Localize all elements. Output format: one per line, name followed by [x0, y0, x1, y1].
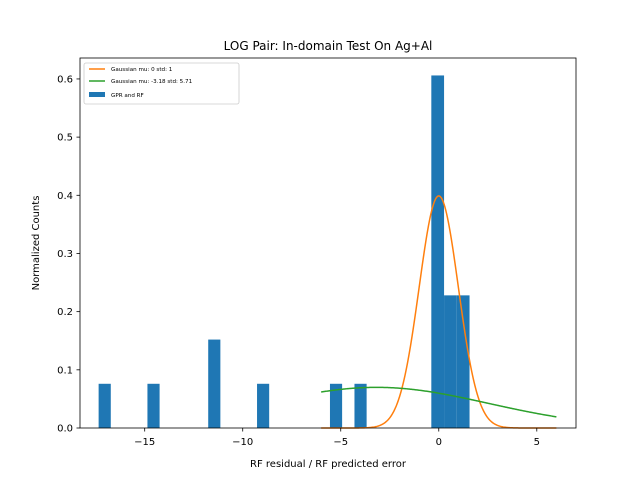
legend-box: [83, 62, 240, 105]
gaussian-curve: [321, 386, 557, 418]
x-tick-label: −5: [333, 437, 348, 448]
y-tick-label: 0.5: [57, 133, 73, 144]
legend: Gaussian mu: 0 std: 1 Gaussian mu: -3.18…: [83, 62, 240, 105]
y-tick-label: 0.6: [57, 74, 73, 85]
histogram-bar: [147, 383, 160, 428]
histogram-bar: [444, 295, 457, 428]
legend-label: Gaussian mu: -3.18 std: 5.71: [111, 79, 193, 85]
histogram-bar: [354, 383, 367, 428]
histogram-bar: [329, 383, 343, 428]
histogram-bars: [98, 75, 470, 429]
plot-frame: [79, 57, 577, 429]
legend-label: GPR and RF: [111, 93, 144, 99]
histogram-bar: [431, 75, 445, 429]
x-tick-label: 0: [436, 437, 442, 448]
y-tick-label: 0.1: [57, 365, 73, 376]
x-axis-label: RF residual / RF predicted error: [250, 459, 407, 470]
histogram-bar: [208, 339, 221, 428]
y-axis-label: Normalized Counts: [31, 196, 42, 291]
chart-title: LOG Pair: In-domain Test On Ag+Al: [224, 39, 433, 53]
y-tick-label: 0.2: [57, 307, 73, 318]
y-tick-label: 0.0: [57, 424, 73, 435]
x-axis-ticks: −15 −10 −5 0 5: [134, 428, 540, 448]
x-tick-label: −10: [232, 437, 253, 448]
legend-label: Gaussian mu: 0 std: 1: [111, 67, 173, 73]
histogram-bar: [98, 383, 111, 428]
histogram-bar: [456, 295, 470, 428]
y-axis-ticks: 0.0 0.1 0.2 0.3 0.4 0.5 0.6: [57, 74, 80, 435]
legend-swatch-histogram: [89, 92, 105, 97]
y-tick-label: 0.4: [57, 191, 73, 202]
plot-background: [80, 58, 576, 428]
histogram-bar: [257, 383, 270, 428]
plot-area: [79, 57, 577, 429]
x-tick-label: 5: [534, 437, 540, 448]
y-tick-label: 0.3: [57, 249, 73, 260]
x-tick-label: −15: [134, 437, 155, 448]
